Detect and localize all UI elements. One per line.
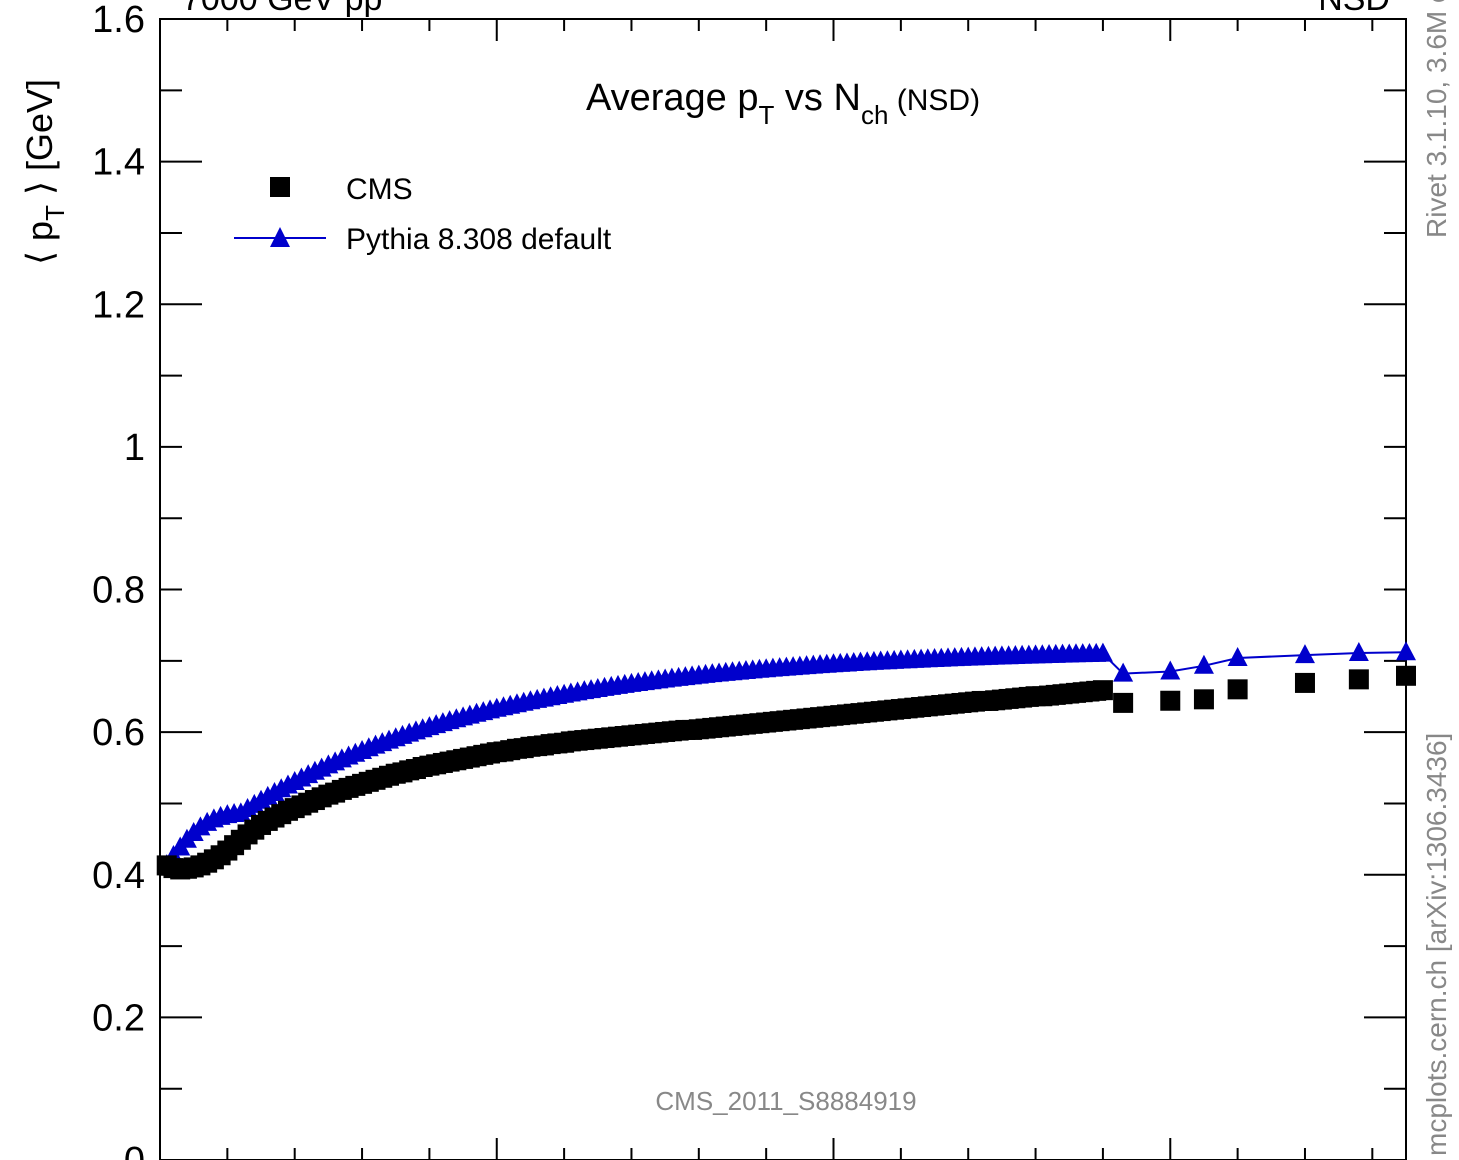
header-right-label: NSD (1318, 0, 1390, 18)
cms-point (1193, 689, 1214, 710)
legend: CMS Pythia 8.308 default (234, 173, 612, 256)
legend-cms-marker (270, 177, 290, 197)
source-label: mcplots.cern.ch [arXiv:1306.3436] (1421, 733, 1452, 1156)
chart-title: Average pT vs Nch (NSD) (586, 77, 980, 130)
header-left-label: 7000 GeV pp (182, 0, 382, 18)
mc-point (1113, 662, 1134, 682)
y-tick-label: 0.2 (92, 997, 145, 1039)
cms-point (1227, 679, 1248, 700)
cms-point (1294, 672, 1315, 693)
mc-point (1294, 644, 1315, 664)
y-tick-label: 1.4 (92, 142, 145, 184)
legend-pythia-label: Pythia 8.308 default (346, 223, 612, 256)
cms-point (1113, 692, 1134, 713)
mc-point (1160, 660, 1181, 680)
y-tick-label: 0.8 (92, 570, 145, 612)
mc-point (1348, 641, 1369, 661)
analysis-watermark: CMS_2011_S8884919 (655, 1086, 916, 1116)
legend-cms-label: CMS (346, 173, 413, 206)
svg-text:⟨ pT ⟩ [GeV]: ⟨ pT ⟩ [GeV] (19, 79, 70, 265)
y-tick-labels: 0 0.2 0.4 0.6 0.8 1 1.2 1.4 1.6 (92, 0, 145, 1160)
y-tick-label: 0.6 (92, 712, 145, 754)
cms-point (1092, 680, 1113, 701)
data-series (156, 665, 1416, 880)
mc-point (1396, 641, 1416, 661)
y-tick-label: 1.6 (92, 0, 145, 41)
rivet-label: Rivet 3.1.10, 3.6M events (1421, 0, 1452, 238)
y-tick-label: 0 (124, 1140, 145, 1160)
y-axis-label: ⟨ pT ⟩ [GeV] (19, 79, 70, 265)
cms-point (1396, 665, 1416, 686)
y-tick-label: 0.4 (92, 855, 145, 897)
mc-series (156, 641, 1416, 874)
mc-point (1227, 646, 1248, 666)
cms-point (1348, 669, 1369, 690)
y-tick-label: 1.2 (92, 284, 145, 326)
cms-point (1160, 690, 1181, 711)
y-tick-label: 1 (124, 427, 145, 469)
plot-frame (159, 18, 1407, 1160)
legend-pythia-marker (270, 227, 290, 247)
mc-point (1193, 654, 1214, 674)
mc-point (1092, 642, 1113, 662)
